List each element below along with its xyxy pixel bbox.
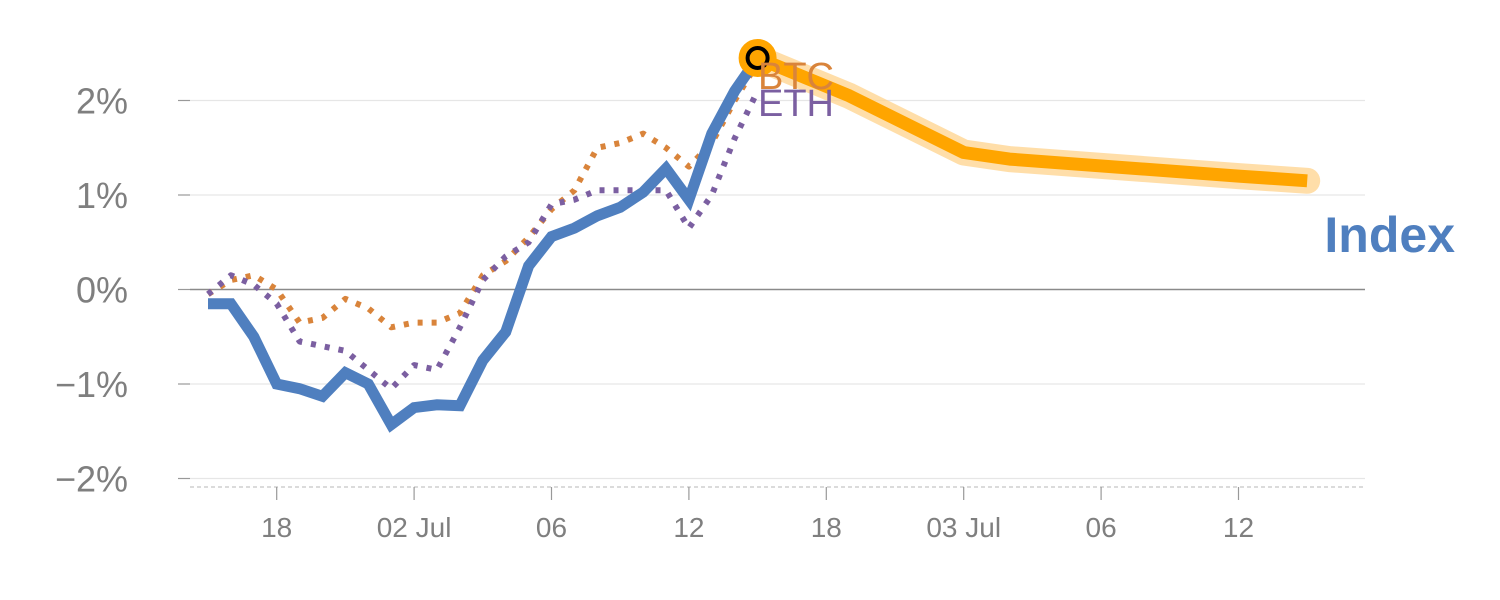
series [206,38,1321,433]
x-tick-label: 18 [261,512,292,543]
y-tick-label: 1% [76,175,128,216]
x-tick-label: 02 Jul [377,512,452,543]
x-tick-label: 06 [1086,512,1117,543]
x-tick-label: 12 [1223,512,1254,543]
y-tick-label: −1% [55,364,128,405]
index-label: Index [1324,207,1455,263]
grid-lines [190,99,1365,480]
forecast-line [755,51,1308,188]
eth-line [206,89,761,392]
x-tick-label: 06 [536,512,567,543]
btc-label: BTC [758,56,834,98]
highlight-marker [745,45,770,70]
eth-label: ETH [758,83,834,125]
x-tick-label: 03 Jul [926,512,1001,543]
index-line [208,54,763,433]
y-tick-label: −2% [55,459,128,500]
axes: 2% 1% 0% −1% −2% 18 02 Jul 06 12 18 03 Jul 06 12 [55,81,1365,543]
btc-line [206,61,761,331]
x-tick-label: 12 [673,512,704,543]
y-tick-label: 2% [76,81,128,122]
y-tick-label: 0% [76,270,128,311]
x-tick-label: 18 [811,512,842,543]
